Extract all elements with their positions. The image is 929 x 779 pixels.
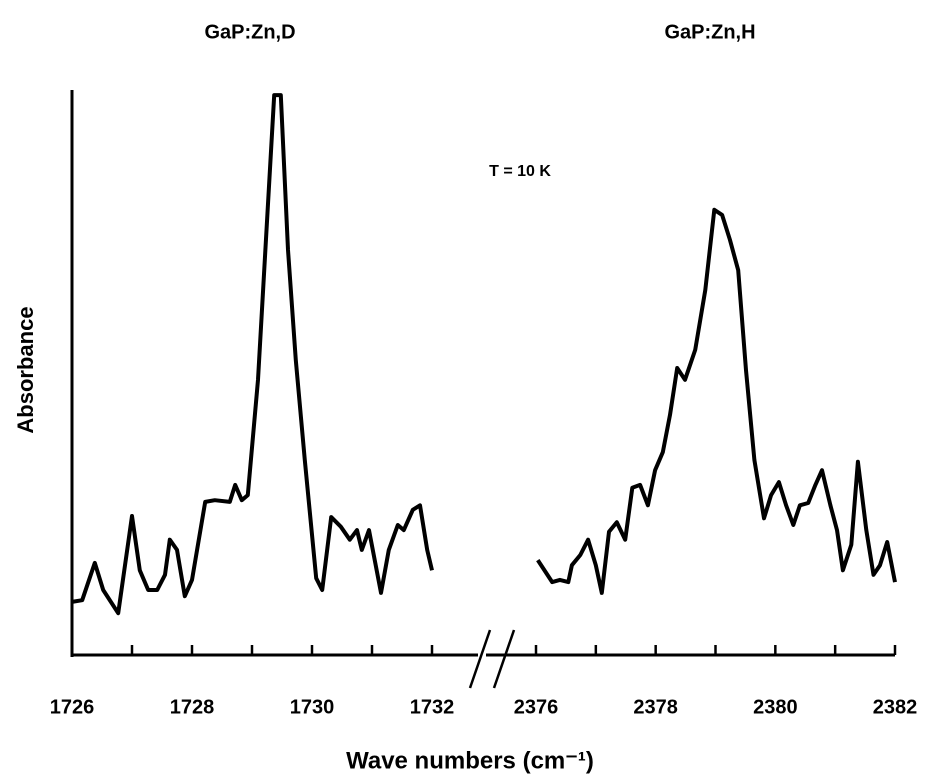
y-axis-label: Absorbance xyxy=(13,306,38,433)
data-line xyxy=(71,93,434,616)
x-tick-label: 2376 xyxy=(514,696,559,718)
annotation: T = 10 K xyxy=(489,163,551,180)
x-tick-label: 1732 xyxy=(410,696,455,718)
x-tick-label: 1730 xyxy=(290,696,335,718)
panel-title: GaP:Zn,H xyxy=(664,21,755,43)
x-axis-label: Wave numbers (cm⁻¹) xyxy=(346,747,594,774)
x-tick-label: 2382 xyxy=(873,696,918,718)
panel-title: GaP:Zn,D xyxy=(204,21,295,43)
data-line xyxy=(536,207,897,595)
x-tick-label: 2378 xyxy=(633,696,678,718)
axis-break xyxy=(468,629,492,689)
x-tick-label: 1726 xyxy=(50,696,95,718)
x-tick-label: 2380 xyxy=(753,696,798,718)
axis-break xyxy=(492,629,516,689)
x-tick-label: 1728 xyxy=(170,696,215,718)
